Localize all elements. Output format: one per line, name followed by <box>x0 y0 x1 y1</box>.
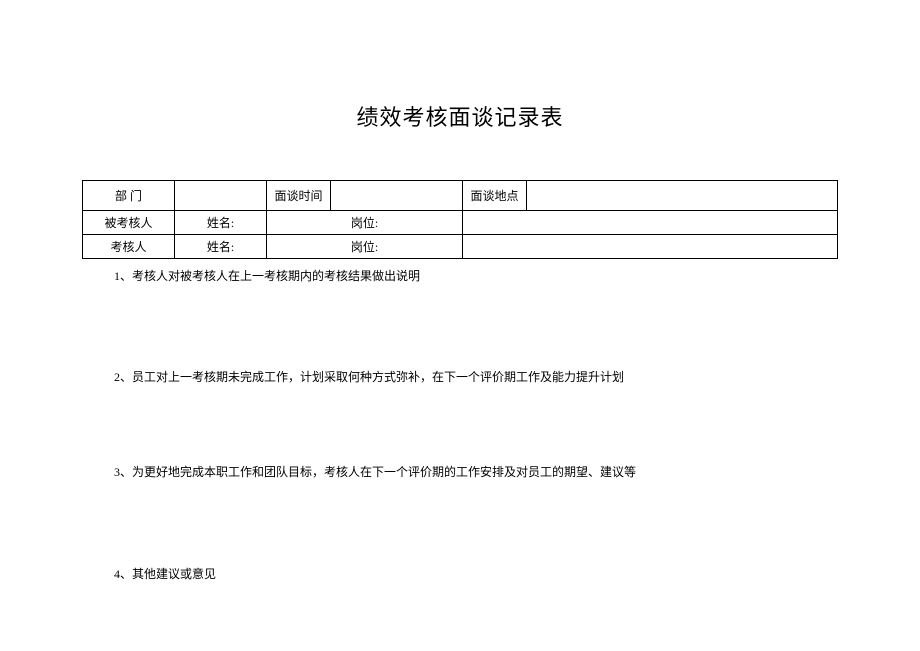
assessee-post-label: 岗位: <box>267 211 463 235</box>
dept-value <box>175 181 267 211</box>
table-row-assessor: 考核人 姓名: 岗位: <box>83 235 838 259</box>
document-page: 绩效考核面谈记录表 部 门 面谈时间 面谈地点 被考核人 姓名: 岗位: 考核人… <box>0 0 920 584</box>
table-row-header: 部 门 面谈时间 面谈地点 <box>83 181 838 211</box>
section-4: 4、其他建议或意见 <box>82 565 838 584</box>
section-3: 3、为更好地完成本职工作和团队目标，考核人在下一个评价期的工作安排及对员工的期望… <box>82 463 838 482</box>
assessor-label: 考核人 <box>83 235 175 259</box>
assessee-name-label: 姓名: <box>175 211 267 235</box>
interview-time-label: 面谈时间 <box>267 181 331 211</box>
table-row-assessee: 被考核人 姓名: 岗位: <box>83 211 838 235</box>
page-title: 绩效考核面谈记录表 <box>82 100 838 132</box>
assessor-name-label: 姓名: <box>175 235 267 259</box>
interview-time-value <box>331 181 463 211</box>
interview-location-label: 面谈地点 <box>463 181 527 211</box>
section-2: 2、员工对上一考核期未完成工作，计划采取何种方式弥补，在下一个评价期工作及能力提… <box>82 368 838 387</box>
assessee-label: 被考核人 <box>83 211 175 235</box>
section-1: 1、考核人对被考核人在上一考核期内的考核结果做出说明 <box>82 267 838 286</box>
assessor-post-value <box>463 235 838 259</box>
interview-location-value <box>527 181 838 211</box>
assessor-post-label: 岗位: <box>267 235 463 259</box>
form-table: 部 门 面谈时间 面谈地点 被考核人 姓名: 岗位: 考核人 姓名: 岗位: <box>82 180 838 259</box>
assessee-post-value <box>463 211 838 235</box>
dept-label: 部 门 <box>83 181 175 211</box>
